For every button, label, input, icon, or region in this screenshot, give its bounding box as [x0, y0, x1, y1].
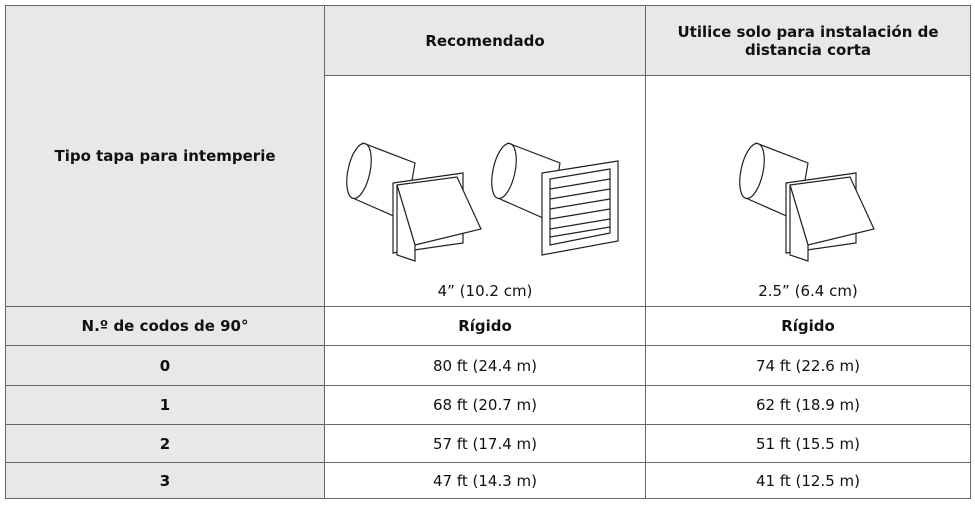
vent-images: [340, 128, 630, 268]
subheader-label: N.º de codos de 90°: [5, 306, 325, 346]
image-cell: 4” (10.2 cm): [324, 75, 646, 307]
max-length: 80 ft (24.4 m): [324, 345, 646, 386]
max-length: 62 ft (18.9 m): [645, 385, 971, 425]
max-length: 47 ft (14.3 m): [324, 462, 646, 499]
max-length: 68 ft (20.7 m): [324, 385, 646, 425]
subheader-cell: Rígido: [324, 306, 646, 346]
subheader-row: N.º de codos de 90° Rígido Rígido: [5, 306, 971, 346]
elbow-count: 3: [5, 462, 325, 499]
elbow-count: 0: [5, 345, 325, 386]
max-length: 74 ft (22.6 m): [645, 345, 971, 386]
vent-table: Tipo tapa para intemperie Recomendado Ut…: [5, 5, 971, 499]
image-row: 4” (10.2 cm) 2.5” (6.4 cm): [6, 75, 971, 307]
max-length: 57 ft (17.4 m): [324, 424, 646, 463]
subheader-cell: Rígido: [645, 306, 971, 346]
vent-image: [733, 128, 883, 268]
max-length: 51 ft (15.5 m): [645, 424, 971, 463]
data-row: 1 68 ft (20.7 m) 62 ft (18.9 m): [5, 385, 971, 425]
header-row: Tipo tapa para intemperie Recomendado Ut…: [5, 5, 971, 307]
data-row: 3 47 ft (14.3 m) 41 ft (12.5 m): [5, 462, 971, 499]
image-cell: 2.5” (6.4 cm): [645, 75, 971, 307]
elbow-count: 1: [5, 385, 325, 425]
data-row: 0 80 ft (24.4 m) 74 ft (22.6 m): [5, 345, 971, 386]
column-header: Utilice solo para instalación de distanc…: [645, 5, 971, 76]
elbow-count: 2: [5, 424, 325, 463]
max-length: 41 ft (12.5 m): [645, 462, 971, 499]
size-label: 4” (10.2 cm): [437, 282, 533, 300]
column-header: Recomendado: [324, 5, 646, 76]
size-label: 2.5” (6.4 cm): [758, 282, 858, 300]
data-row: 2 57 ft (17.4 m) 51 ft (15.5 m): [5, 424, 971, 463]
row-label: Tipo tapa para intemperie: [5, 5, 325, 307]
